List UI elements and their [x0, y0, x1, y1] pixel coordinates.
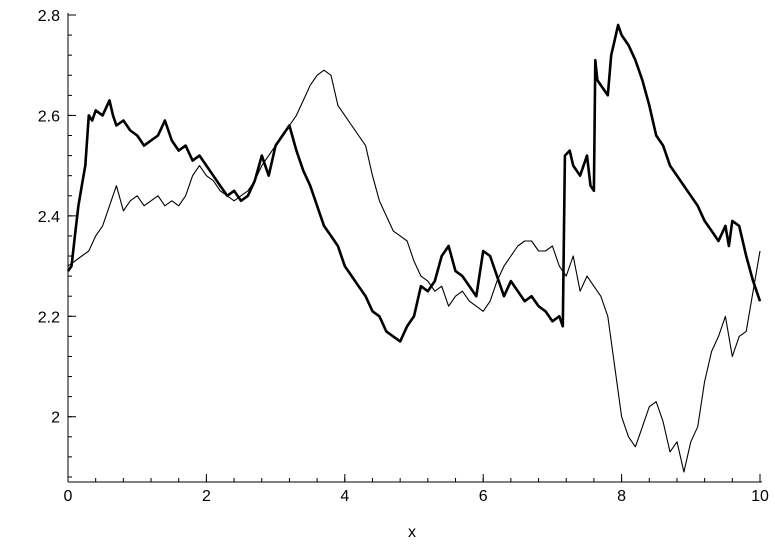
x-axis-title: x [408, 524, 416, 541]
y-tick-label: 2 [51, 410, 60, 427]
x-tick-label: 6 [479, 488, 488, 505]
labels: x 0 2 4 6 8 10 2 2.2 2.4 2.6 2.8 [38, 8, 769, 541]
series-layer [66, 23, 762, 473]
x-tick-label: 10 [751, 488, 769, 505]
y-tick-label: 2.2 [38, 309, 60, 326]
series-line-2 [67, 69, 761, 473]
y-tick-label: 2.8 [38, 8, 60, 25]
x-tick-label: 8 [617, 488, 626, 505]
x-tick-label: 4 [340, 488, 349, 505]
x-tick-label: 2 [202, 488, 211, 505]
y-tick-label: 2.6 [38, 108, 60, 125]
axes [67, 13, 762, 483]
x-tick-label: 0 [64, 488, 73, 505]
series-line-1 [66, 23, 762, 343]
y-tick-label: 2.4 [38, 209, 60, 226]
